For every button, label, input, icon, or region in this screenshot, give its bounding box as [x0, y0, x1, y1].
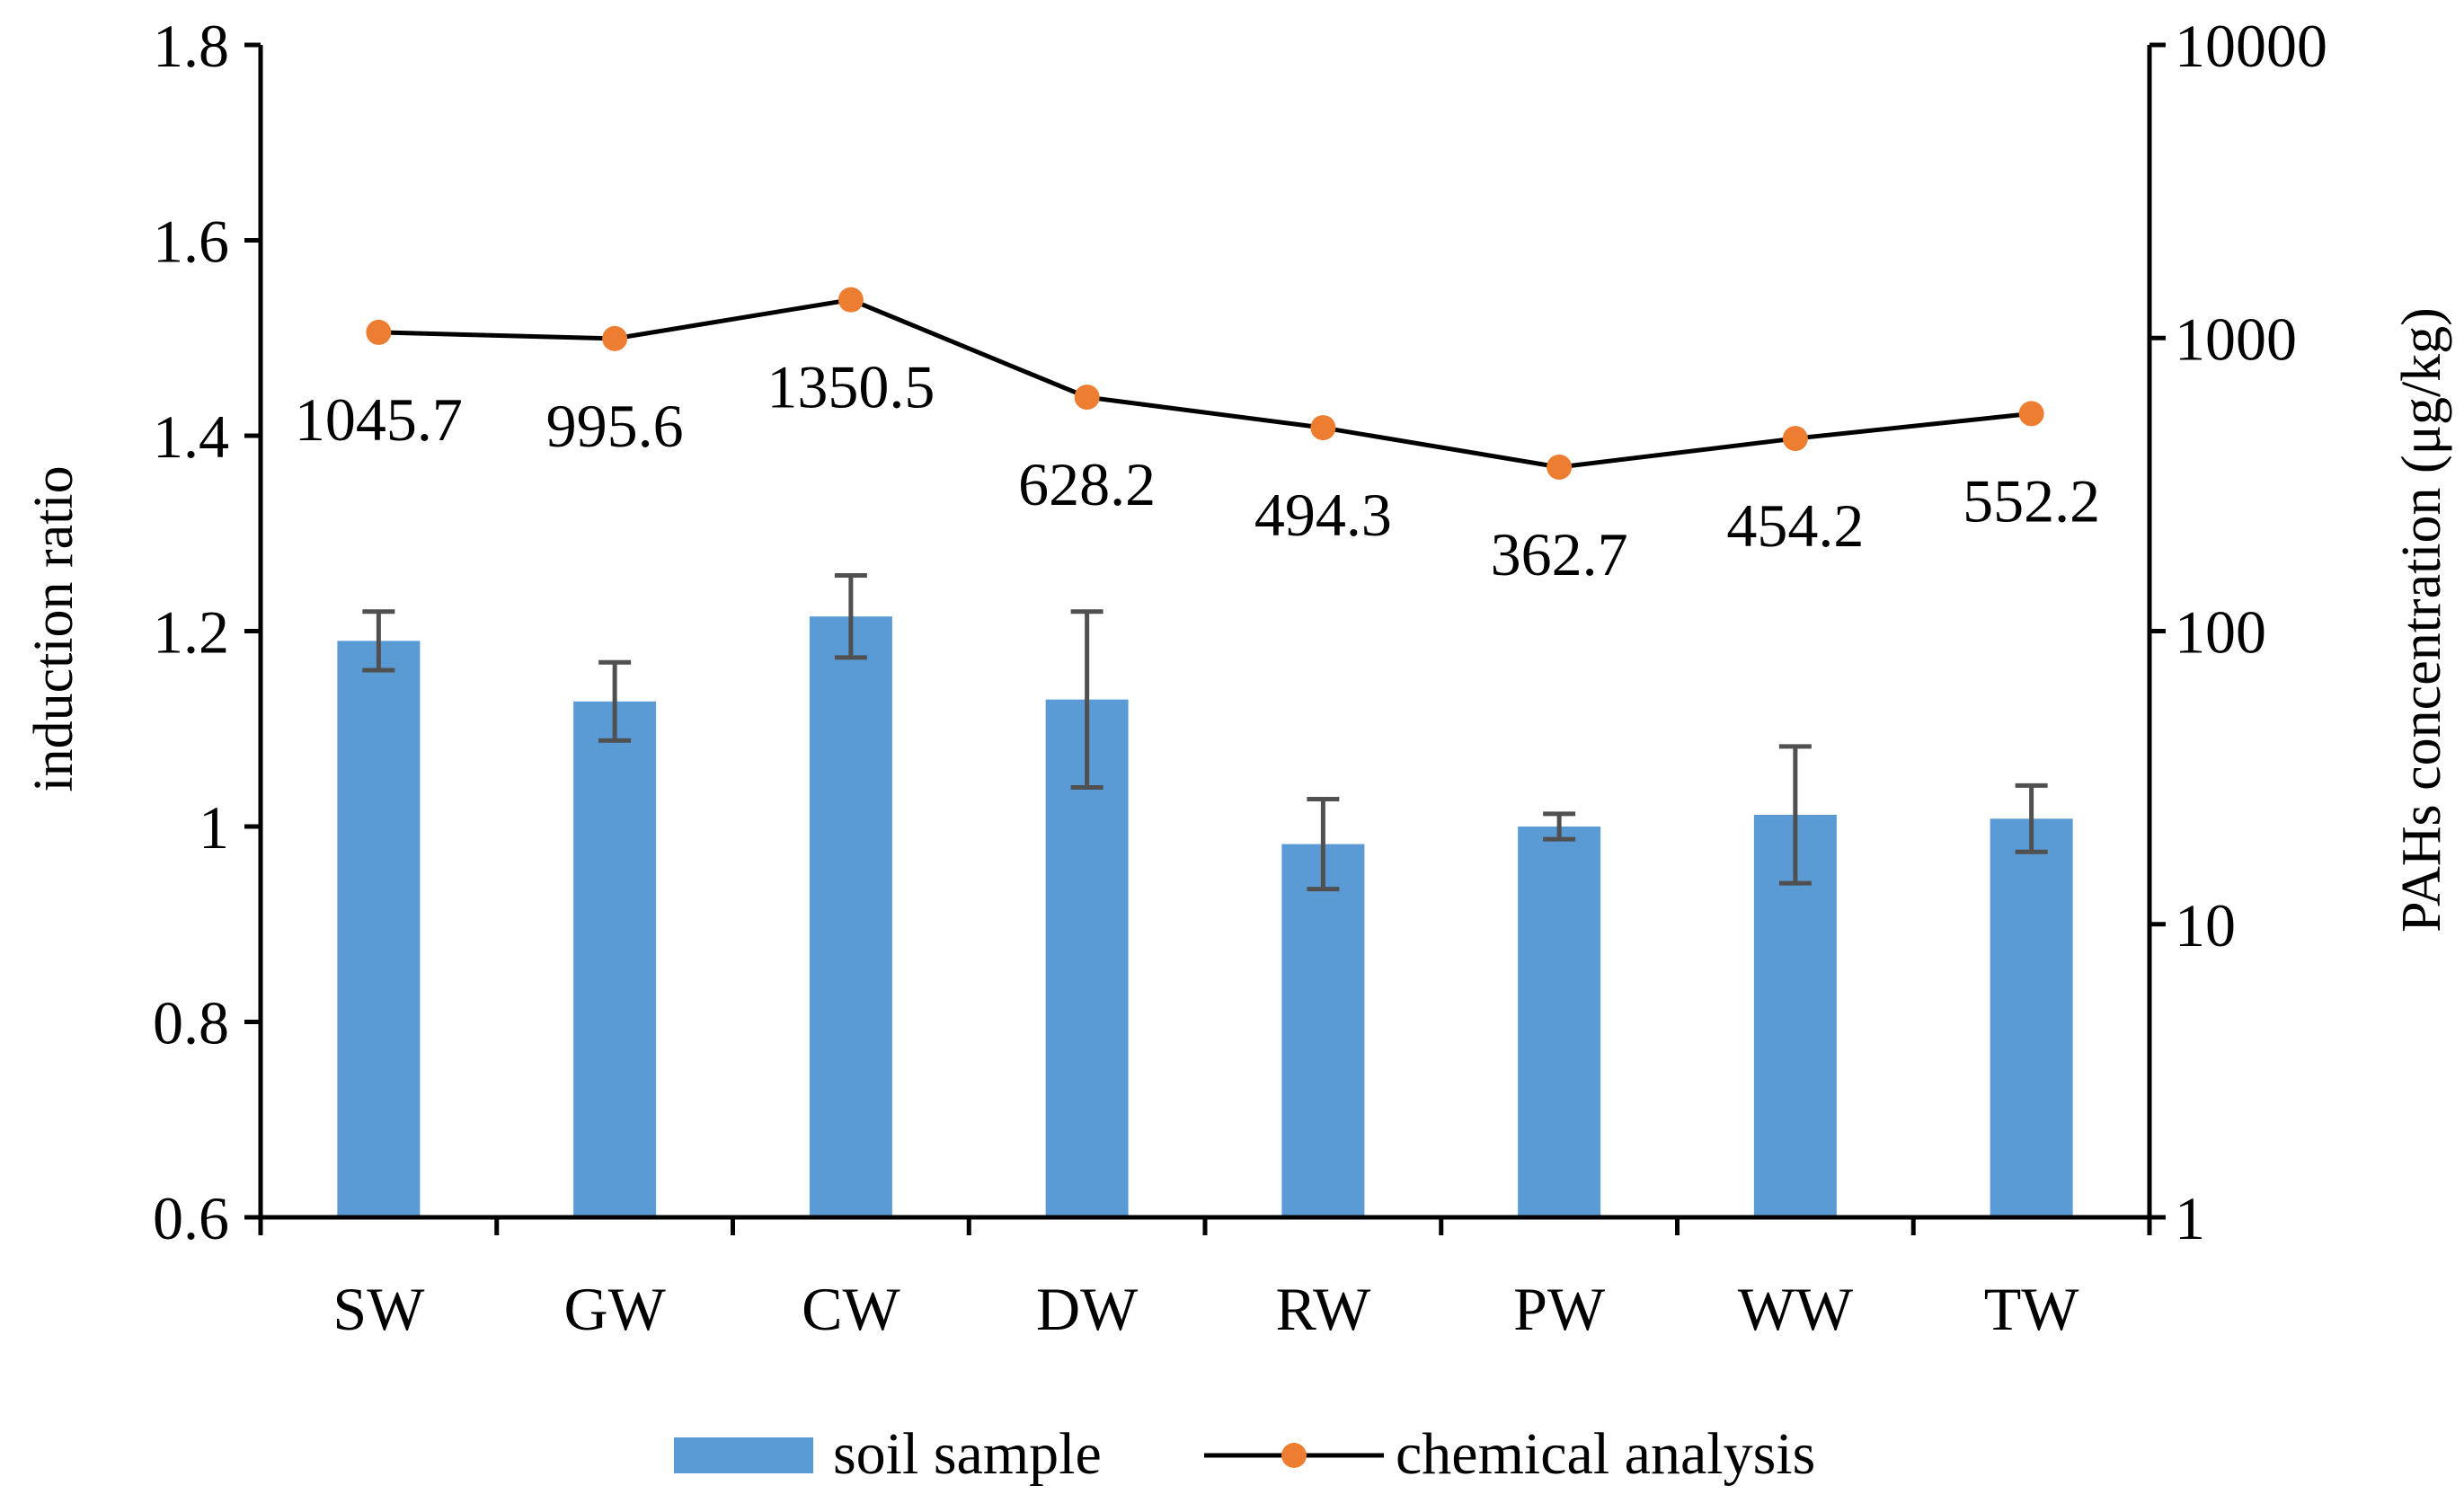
legend-label-soil-sample: soil sample [833, 1421, 1102, 1487]
left-tick-label: 1.8 [153, 12, 229, 80]
right-tick-label: 1000 [2175, 305, 2297, 373]
x-tick-label-gw: GW [563, 1275, 666, 1343]
chemical-analysis-point-tw [2018, 401, 2044, 427]
legend-label-chemical-analysis: chemical analysis [1396, 1421, 1815, 1487]
x-tick-label-rw: RW [1275, 1275, 1371, 1343]
chemical-analysis-point-ww [1782, 426, 1808, 452]
right-tick-label: 100 [2175, 598, 2266, 667]
x-tick-label-ww: WW [1738, 1275, 1854, 1343]
chemical-analysis-line [378, 297, 2032, 470]
right-tick-label: 10000 [2175, 12, 2327, 80]
left-tick-label: 0.6 [153, 1184, 229, 1252]
bar-cw [809, 616, 892, 1217]
chemical-analysis-point-cw [838, 287, 864, 313]
chemical-analysis-point-sw [366, 319, 392, 345]
legend: soil sample chemical analysis [674, 1421, 1815, 1487]
bar-sw [337, 641, 421, 1217]
x-tick-label-sw: SW [332, 1275, 425, 1343]
left-tick-label: 0.8 [153, 989, 229, 1057]
data-label-dw: 628.2 [1018, 450, 1156, 518]
x-tick-label-tw: TW [1984, 1275, 2080, 1343]
bar-pw [1518, 827, 1601, 1217]
data-label-rw: 494.3 [1254, 481, 1392, 549]
legend-swatch-soil-sample [674, 1437, 813, 1473]
x-tick-label-dw: DW [1036, 1275, 1139, 1343]
left-tick-label: 1.2 [153, 598, 229, 667]
legend-marker-chemical-analysis [1281, 1443, 1307, 1468]
data-label-pw: 362.7 [1491, 520, 1628, 588]
x-tick-label-cw: CW [802, 1275, 900, 1343]
left-axis-title: induction ratio [23, 465, 84, 791]
left-tick-label: 1.4 [153, 402, 229, 471]
x-tick-label-pw: PW [1513, 1275, 1606, 1343]
bar-rw [1281, 844, 1365, 1217]
right-axis-title: PAHs concentration (μg/kg) [2391, 307, 2452, 933]
data-label-sw: 1045.7 [295, 385, 463, 454]
chemical-analysis-point-gw [602, 325, 628, 351]
plot-area: 0.6 0.8 1 1.2 1.4 1.6 1.8 1 10 100 1000 10000 SW GW CW… [153, 12, 2327, 1343]
left-tick-label: 1 [199, 793, 229, 862]
right-tick-label: 10 [2175, 891, 2236, 959]
right-tick-label: 1 [2175, 1184, 2205, 1252]
bar-gw [573, 701, 657, 1217]
bar-tw [1990, 818, 2073, 1217]
chemical-analysis-point-pw [1547, 454, 1573, 480]
data-label-ww: 454.2 [1726, 491, 1864, 560]
chemical-analysis-point-rw [1310, 415, 1336, 441]
data-label-gw: 995.6 [546, 392, 684, 460]
data-label-cw: 1350.5 [767, 353, 935, 421]
data-label-tw: 552.2 [1963, 466, 2100, 535]
chemical-analysis-point-dw [1074, 385, 1100, 411]
left-tick-label: 1.6 [153, 208, 229, 276]
